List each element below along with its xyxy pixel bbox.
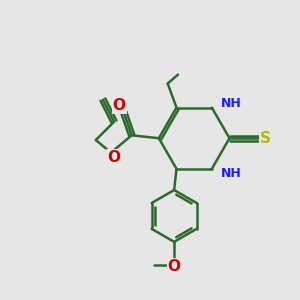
Text: NH: NH xyxy=(221,97,242,110)
Text: NH: NH xyxy=(221,167,242,180)
Text: O: O xyxy=(107,150,120,165)
Text: S: S xyxy=(260,131,271,146)
Text: O: O xyxy=(112,98,126,113)
Text: O: O xyxy=(168,259,181,274)
